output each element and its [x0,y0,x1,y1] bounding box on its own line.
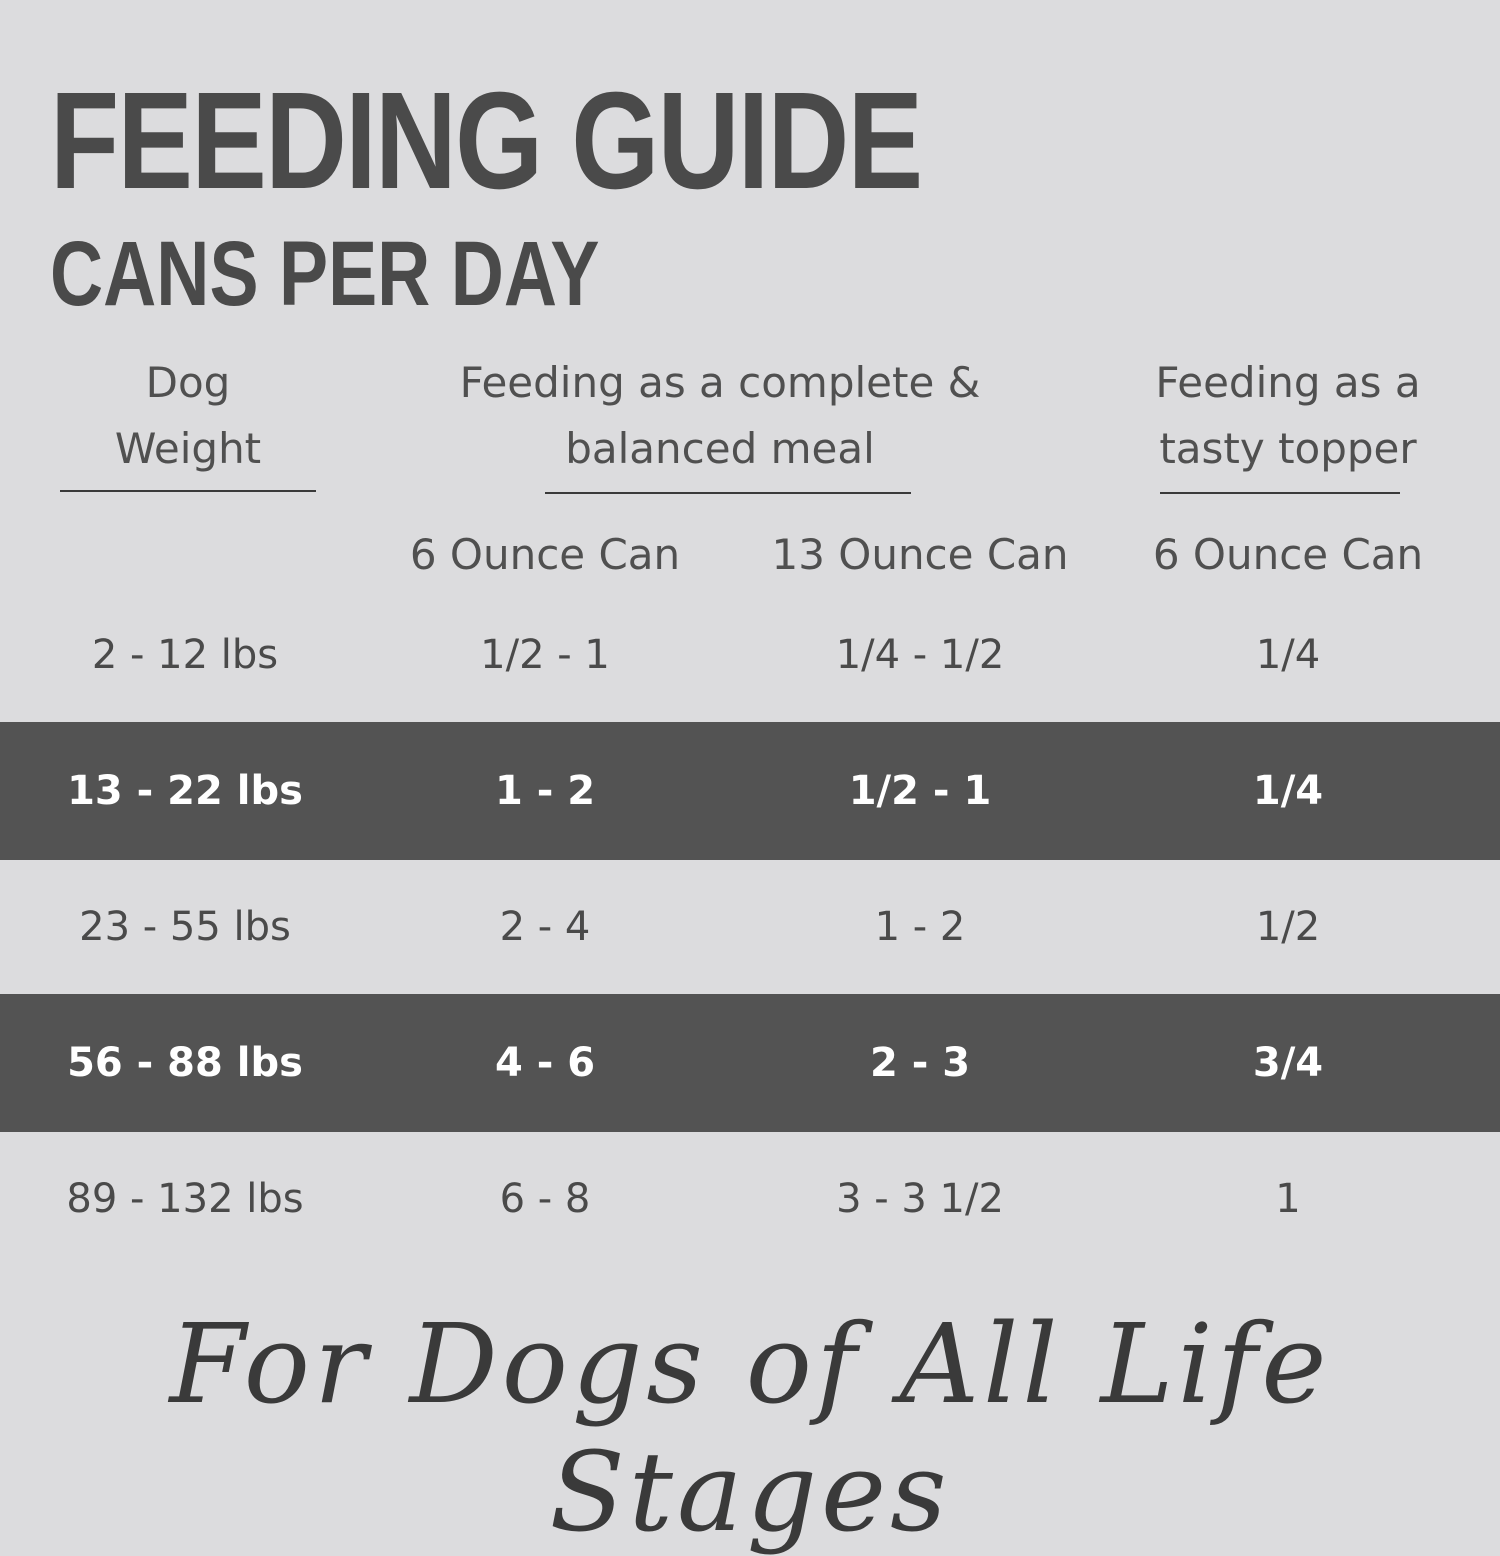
header-line: Feeding as a complete & [459,358,981,407]
table-cell: 1 - 2 [874,904,966,950]
rule [60,490,316,492]
table-cell: 89 - 132 lbs [66,1176,304,1222]
table-row: 89 - 132 lbs 6 - 8 3 - 3 1/2 1 [0,1130,1500,1268]
title: FEEDING GUIDE [50,64,923,218]
table-cell: 56 - 88 lbs [67,1040,303,1086]
table-row: 23 - 55 lbs 2 - 4 1 - 2 1/2 [0,858,1500,996]
header-line: balanced meal [565,424,875,473]
group-header: Feeding as a tasty topper [1130,350,1446,482]
table-row: 2 - 12 lbs 1/2 - 1 1/4 - 1/2 1/4 [0,586,1500,724]
header-line: tasty topper [1159,424,1417,473]
table-row: 13 - 22 lbs 1 - 2 1/2 - 1 1/4 [0,722,1500,860]
header-line: Dog [145,358,231,407]
sub-header: 6 Ounce Can [1152,530,1424,579]
table-cell: 2 - 3 [869,1040,971,1086]
table-cell: 1/2 [1255,904,1321,950]
table-cell: 3/4 [1252,1040,1324,1086]
table-cell: 6 - 8 [499,1176,591,1222]
table-row: 56 - 88 lbs 4 - 6 2 - 3 3/4 [0,994,1500,1132]
sub-header: 13 Ounce Can [771,530,1069,579]
footer: For Dogs of All Life Stages [169,1300,1331,1556]
table-cell: 1 [1275,1176,1301,1222]
table-cell: 23 - 55 lbs [79,904,291,950]
page: FEEDING GUIDE CANS PER DAY Dog Weight Fe… [0,64,1500,1556]
table-cell: 2 - 4 [499,904,591,950]
subtitle: CANS PER DAY [50,223,600,325]
table-cell: 3 - 3 1/2 [836,1176,1004,1222]
header-line: Weight [114,424,262,473]
table-cell: 1/4 [1252,768,1324,814]
group-header: Dog Weight [60,350,316,482]
header-line: Feeding as a [1155,358,1421,407]
table-cell: 1 - 2 [494,768,596,814]
group-header: Feeding as a complete & balanced meal [420,350,1020,482]
sub-header: 6 Ounce Can [409,530,681,579]
rule [1160,492,1400,494]
table-cell: 2 - 12 lbs [91,632,279,678]
table-cell: 1/4 [1255,632,1321,678]
table-cell: 1/4 - 1/2 [835,632,1005,678]
table-cell: 4 - 6 [494,1040,596,1086]
table-cell: 1/2 - 1 [480,632,610,678]
table-cell: 1/2 - 1 [848,768,992,814]
rule [545,492,911,494]
table-cell: 13 - 22 lbs [67,768,303,814]
